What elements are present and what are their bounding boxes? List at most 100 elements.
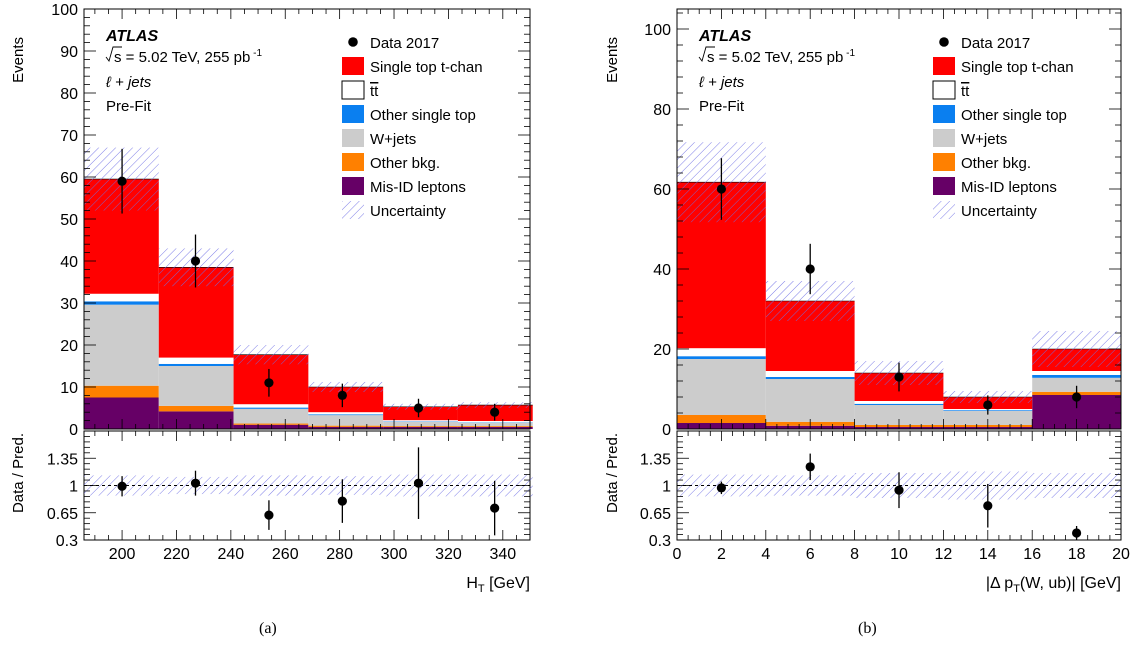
- bar-ttbar: [457, 421, 533, 423]
- uncertainty-band: [84, 147, 533, 410]
- y-axis-label: Events: [10, 37, 27, 83]
- x-tick-label: 20: [1112, 546, 1130, 563]
- ratio-y-axis-label: Data / Pred.: [10, 433, 27, 513]
- energy-label: s = 5.02 TeV, 255 pb -1: [114, 48, 262, 66]
- x-axis-label: HT [GeV]: [466, 575, 530, 595]
- caption-a: (a): [259, 620, 277, 637]
- bar-wjets: [677, 359, 766, 415]
- bar-misid: [84, 397, 159, 429]
- data-point: [337, 390, 347, 400]
- data-point: [1072, 392, 1082, 402]
- x-axis: 0 2 4 6 8 10 12 14 16 18 20: [673, 9, 1130, 563]
- legend-swatch-wjets: [342, 129, 364, 147]
- legend-swatch-othersingle: [933, 105, 955, 123]
- ratio-y-tick-label: 1: [662, 479, 671, 496]
- x-tick-label: 16: [1023, 546, 1041, 563]
- bar-ttbar: [765, 371, 855, 377]
- bar-othersingle: [233, 407, 309, 409]
- bar-tchan: [383, 406, 458, 421]
- x-axis-label: |Δ pT(W, ub)| [GeV]: [986, 575, 1121, 595]
- legend-label-ttbar: tt: [961, 83, 970, 100]
- sqrt-icon: [698, 46, 715, 62]
- data-point: [716, 184, 726, 194]
- bar-misid: [233, 424, 309, 429]
- ratio-point: [264, 510, 274, 520]
- ratio-y-axis-label: Data / Pred.: [604, 433, 621, 513]
- y-tick-label: 90: [60, 44, 78, 61]
- bar-otherbkg: [308, 425, 384, 427]
- legend-swatch-uncertainty: [342, 201, 364, 219]
- bar-othersingle: [854, 403, 944, 405]
- caption-b: (b): [858, 620, 877, 637]
- x-tick-label: 18: [1068, 546, 1086, 563]
- x-axis: 200 220 240 260 280 300 320 340: [94, 9, 531, 563]
- y-tick-label: 60: [653, 182, 671, 199]
- y-tick-label: 70: [60, 128, 78, 145]
- data-point: [983, 400, 993, 410]
- y-tick-label: 0: [662, 422, 671, 439]
- legend-swatch-misid: [342, 177, 364, 195]
- bar-otherbkg: [457, 426, 533, 427]
- y-tick-label: 100: [51, 2, 78, 19]
- bar-othersingle: [308, 414, 384, 416]
- legend-marker-data: [348, 37, 358, 47]
- bar-ttbar: [84, 293, 159, 302]
- bar-wjets: [457, 422, 533, 427]
- x-tick-label: 4: [761, 546, 770, 563]
- data-point: [894, 372, 904, 382]
- bar-wjets: [308, 415, 384, 426]
- x-tick-label: 260: [272, 546, 299, 563]
- ratio-point: [190, 478, 201, 488]
- x-tick-label: 300: [381, 546, 408, 563]
- x-tick-label: 220: [163, 546, 190, 563]
- data-points: [716, 158, 1082, 415]
- x-tick-label: 280: [326, 546, 353, 563]
- y-tick-label: 20: [60, 338, 78, 355]
- ratio-point: [413, 478, 424, 488]
- sqrt-icon: [105, 46, 122, 62]
- legend-label-unc: Uncertainty: [370, 203, 446, 220]
- bar-wjets: [158, 366, 234, 406]
- bar-wjets: [383, 421, 458, 427]
- x-tick-label: 200: [109, 546, 136, 563]
- bar-othersingle: [765, 377, 855, 379]
- legend-label-otherbkg: Other bkg.: [370, 155, 440, 172]
- ratio-y-tick-label: 1.35: [47, 451, 78, 468]
- ratio-y-tick-label: 1.35: [640, 451, 671, 468]
- legend-swatch-misid: [933, 177, 955, 195]
- y-tick-label: 10: [60, 380, 78, 397]
- bar-wjets: [943, 411, 1033, 425]
- y-tick-label: 40: [60, 254, 78, 271]
- ratio-point: [716, 483, 726, 493]
- bar-wjets: [1032, 377, 1121, 392]
- legend-label-otherbkg: Other bkg.: [961, 155, 1031, 172]
- x-tick-label: 12: [935, 546, 953, 563]
- legend: Data 2017 Single top t-chan tt Other single…: [341, 35, 483, 220]
- legend-label-misid: Mis-ID leptons: [961, 179, 1057, 196]
- channel-label: ℓ + jets: [105, 74, 152, 91]
- legend-label-data: Data 2017: [370, 35, 439, 52]
- y-tick-label: 50: [60, 212, 78, 229]
- ratio-point: [117, 481, 127, 491]
- x-tick-label: 6: [806, 546, 815, 563]
- bar-misid: [457, 426, 533, 429]
- bar-ttbar: [233, 404, 309, 408]
- stage-label: Pre-Fit: [699, 98, 745, 115]
- bar-otherbkg: [158, 405, 234, 412]
- bar-misid: [308, 426, 384, 429]
- bar-ttbar: [383, 420, 458, 422]
- ratio-uncertainty-hatch: [308, 476, 384, 495]
- ratio-uncertainty-hatch: [1032, 473, 1121, 498]
- bar-ttbar: [308, 412, 384, 415]
- uncertainty-hatch: [308, 381, 384, 393]
- data-point: [490, 407, 500, 417]
- bar-ttbar: [1032, 371, 1121, 375]
- legend-swatch-wjets: [933, 129, 955, 147]
- uncertainty-hatch: [233, 345, 309, 365]
- bar-misid: [158, 411, 234, 429]
- bar-otherbkg: [233, 423, 309, 425]
- data-point: [190, 256, 201, 266]
- uncertainty-hatch: [1032, 331, 1121, 367]
- data-point: [117, 176, 127, 186]
